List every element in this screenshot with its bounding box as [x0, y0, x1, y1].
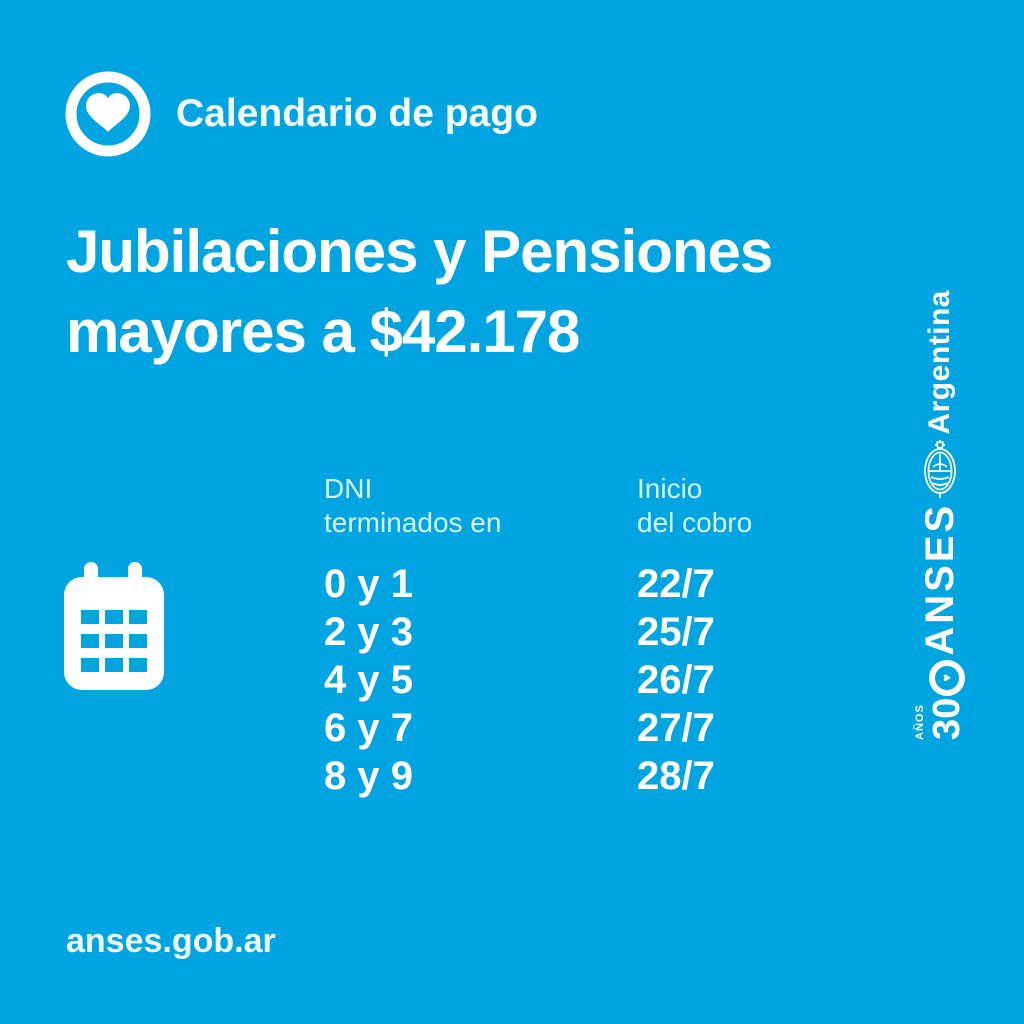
- website-url: anses.gob.ar: [66, 922, 276, 960]
- calendar-icon: [64, 562, 164, 692]
- column-header-inicio-line1: Inicio: [637, 473, 703, 504]
- table-row-date: 27/7: [637, 706, 715, 750]
- anniversary-number: 30: [925, 697, 968, 740]
- page-title-line1: Jubilaciones y Pensiones: [66, 218, 773, 285]
- anniversary-label: AÑOS: [913, 704, 926, 740]
- table-row-dni: 2 y 3: [324, 610, 413, 654]
- table-row-dni: 0 y 1: [324, 562, 413, 606]
- table-row-date: 25/7: [637, 610, 715, 654]
- column-header-inicio-line2: del cobro: [637, 507, 753, 538]
- sidebar-branding: AÑOS 30 ♥ ANSES: [912, 290, 968, 740]
- column-header-dni-line2: terminados en: [324, 507, 502, 538]
- table-row-dni: 4 y 5: [324, 658, 413, 702]
- argentina-coat-of-arms-icon: [912, 439, 968, 499]
- table-row-dni: 8 y 9: [324, 754, 413, 798]
- anses-wordmark: ANSES: [917, 502, 962, 656]
- payment-schedule-table: DNI terminados en Inicio del cobro 0 y 1…: [324, 472, 752, 800]
- page-title-line2: mayores a $42.178: [66, 298, 580, 365]
- heart-icon: ♥: [939, 673, 954, 682]
- table-row-date: 26/7: [637, 658, 715, 702]
- heart-circle-icon: [65, 71, 151, 157]
- anniversary-zero-ring: ♥: [928, 659, 965, 696]
- column-header-inicio: Inicio del cobro: [637, 472, 752, 540]
- table-row-date: 22/7: [637, 562, 715, 606]
- anses-30-years-logo: AÑOS 30 ♥: [913, 659, 968, 740]
- page-title: Jubilaciones y Pensiones mayores a $42.1…: [66, 212, 773, 372]
- argentina-wordmark: Argentina: [923, 290, 956, 435]
- header-label: Calendario de pago: [176, 92, 538, 135]
- table-row-date: 28/7: [637, 754, 715, 798]
- header: Calendario de pago: [64, 70, 538, 158]
- table-row-dni: 6 y 7: [324, 706, 413, 750]
- column-header-dni-line1: DNI: [324, 473, 373, 504]
- column-header-dni: DNI terminados en: [324, 472, 637, 540]
